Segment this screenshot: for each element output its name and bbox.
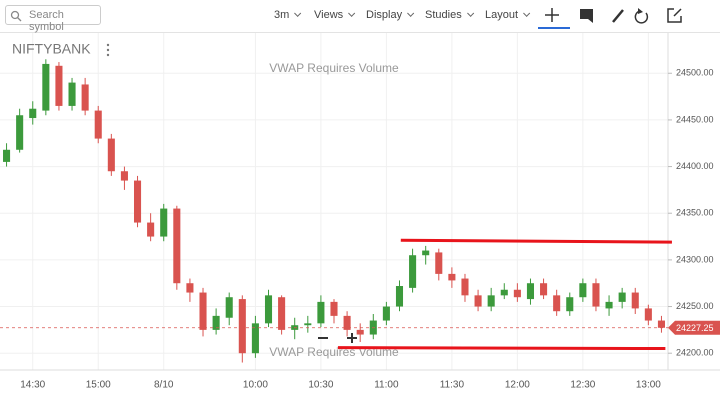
display-button[interactable]: Display	[366, 9, 411, 21]
x-tick-label: 10:30	[308, 380, 333, 391]
chart: NIFTYBANK VWAP Requires Volume VWAP Requ…	[0, 33, 720, 391]
candle-body	[382, 306, 390, 321]
candle-body	[422, 250, 430, 256]
candle-body	[487, 295, 495, 307]
candle-body	[644, 308, 652, 321]
y-tick-label: 24350.00	[676, 208, 714, 218]
crosshair-button[interactable]	[538, 8, 570, 29]
y-tick-label: 24450.00	[676, 114, 714, 124]
candle-body	[513, 289, 521, 298]
draw-button[interactable]	[612, 9, 624, 23]
candle-body	[278, 297, 286, 330]
candle-body	[540, 283, 548, 296]
candle-body	[356, 329, 364, 335]
candle-body	[107, 138, 115, 172]
candle-body	[330, 301, 338, 316]
y-tick-label: 24500.00	[676, 68, 714, 78]
candle-body	[16, 115, 24, 150]
candle-body	[120, 171, 128, 181]
y-tick-label: 24250.00	[676, 301, 714, 311]
candle-body	[199, 292, 207, 330]
candle-body	[435, 252, 443, 274]
last-price-tag	[668, 320, 720, 335]
layout-button[interactable]: Layout	[485, 9, 527, 21]
candle-body	[3, 149, 11, 162]
tool-icons	[538, 8, 682, 29]
candle-body	[81, 84, 89, 111]
candle-body	[29, 108, 37, 119]
candle-body	[448, 273, 456, 281]
candle-body	[160, 208, 168, 237]
candle-body	[631, 292, 639, 309]
share-button[interactable]	[667, 8, 682, 23]
candle-body	[173, 208, 181, 284]
x-tick-label: 12:30	[570, 380, 595, 391]
symbol-menu[interactable]	[106, 43, 110, 57]
last-price-label: 24227.25	[676, 323, 714, 333]
plot: 24200.00 24250.00 24300.00 24350.00 24400.00…	[0, 59, 720, 391]
candle-body	[526, 283, 535, 300]
candle-body	[317, 301, 325, 324]
symbol-label: NIFTYBANK	[12, 41, 91, 57]
x-tick-label: 14:30	[20, 380, 45, 391]
candle-body	[566, 297, 574, 312]
toolbar: Search symbol 3m Views Display Studies L…	[0, 0, 720, 33]
candle-body	[186, 283, 194, 293]
candle-body	[42, 63, 50, 111]
candle-body	[94, 110, 102, 139]
search-icon	[10, 10, 22, 22]
comment-button[interactable]	[580, 9, 593, 23]
candle-body	[579, 283, 587, 298]
study-notice: VWAP Requires Volume	[269, 61, 399, 75]
x-tick-label: 13:00	[636, 380, 661, 391]
search-box[interactable]: Search symbol	[5, 5, 101, 33]
candle-body	[68, 82, 76, 106]
x-tick-label: 15:00	[86, 380, 111, 391]
candle-body	[147, 222, 155, 237]
candle-body	[395, 286, 404, 307]
x-tick-label: 11:00	[374, 380, 399, 391]
interval-button[interactable]: 3m	[274, 9, 298, 21]
candle-body	[343, 315, 351, 330]
y-tick-label: 24400.00	[676, 161, 714, 171]
candle-body	[238, 299, 246, 354]
candle-body	[251, 323, 259, 354]
studies-button[interactable]: Studies	[425, 9, 471, 21]
candle-body	[461, 278, 469, 296]
x-tick-label: 12:00	[505, 380, 530, 391]
candle-body	[500, 289, 508, 296]
y-tick-label: 24200.00	[676, 348, 714, 358]
candle-body	[657, 320, 665, 328]
trendline	[337, 346, 666, 351]
candle-body	[55, 65, 63, 106]
candle-body	[212, 315, 220, 330]
candle-body	[553, 295, 561, 312]
x-tick-label: 8/10	[154, 380, 174, 391]
candle-body	[304, 323, 312, 326]
x-tick-label: 10:00	[243, 380, 268, 391]
trendline	[400, 238, 672, 244]
views-button[interactable]: Views	[314, 9, 352, 21]
undo-button[interactable]	[634, 8, 649, 24]
candle-body	[409, 255, 417, 288]
candle-body	[225, 297, 233, 318]
candle-body	[474, 295, 482, 307]
candle-body	[592, 283, 600, 307]
candle-body	[133, 180, 142, 223]
candle-body	[605, 301, 613, 309]
x-tick-label: 11:30	[440, 380, 465, 391]
y-tick-label: 24300.00	[676, 254, 714, 264]
candle-body	[618, 292, 626, 302]
zoom-controls[interactable]	[318, 333, 357, 343]
candle-body	[264, 295, 273, 324]
